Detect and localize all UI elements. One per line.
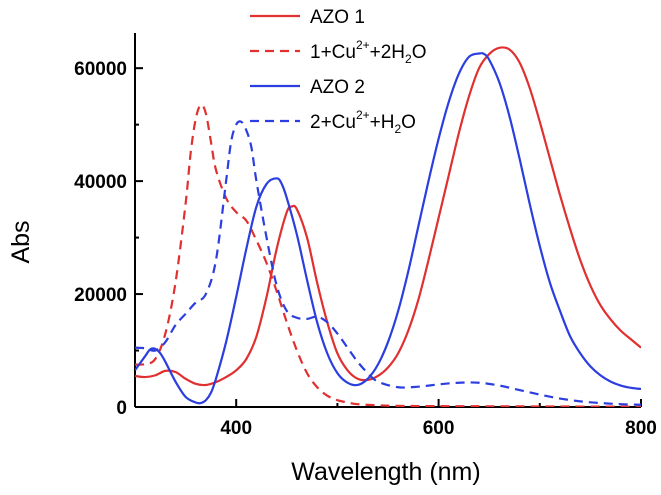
- legend-label-2: 1+Cu2++2H2O: [310, 38, 427, 66]
- series-lines: [135, 46, 641, 407]
- series-line-1: [135, 46, 641, 387]
- y-tick-label: 0: [116, 398, 127, 419]
- series-line-4: [135, 120, 641, 406]
- legend-label-3: AZO 2: [310, 77, 365, 98]
- legend-label-1: AZO 1: [310, 7, 365, 28]
- axis-ticks: [135, 67, 642, 408]
- axis-tick-labels: 400 600 800 0 20000 40000 60000: [74, 59, 657, 439]
- y-tick-label: 60000: [74, 59, 127, 80]
- x-axis-title: Wavelength (nm): [291, 458, 480, 486]
- y-tick-label: 20000: [74, 285, 127, 306]
- x-tick-label: 400: [220, 418, 252, 439]
- x-tick-label: 600: [423, 418, 455, 439]
- y-tick-label: 40000: [74, 172, 127, 193]
- y-axis-title: Abs: [7, 220, 35, 263]
- x-tick-label: 800: [625, 418, 657, 439]
- legend-label-4: 2+Cu2++H2O: [310, 108, 416, 136]
- series-line-2: [135, 103, 641, 407]
- series-line-3: [135, 52, 641, 405]
- legend: AZO 1 1+Cu2++2H2O AZO 2 2+Cu2++H2O: [250, 7, 427, 136]
